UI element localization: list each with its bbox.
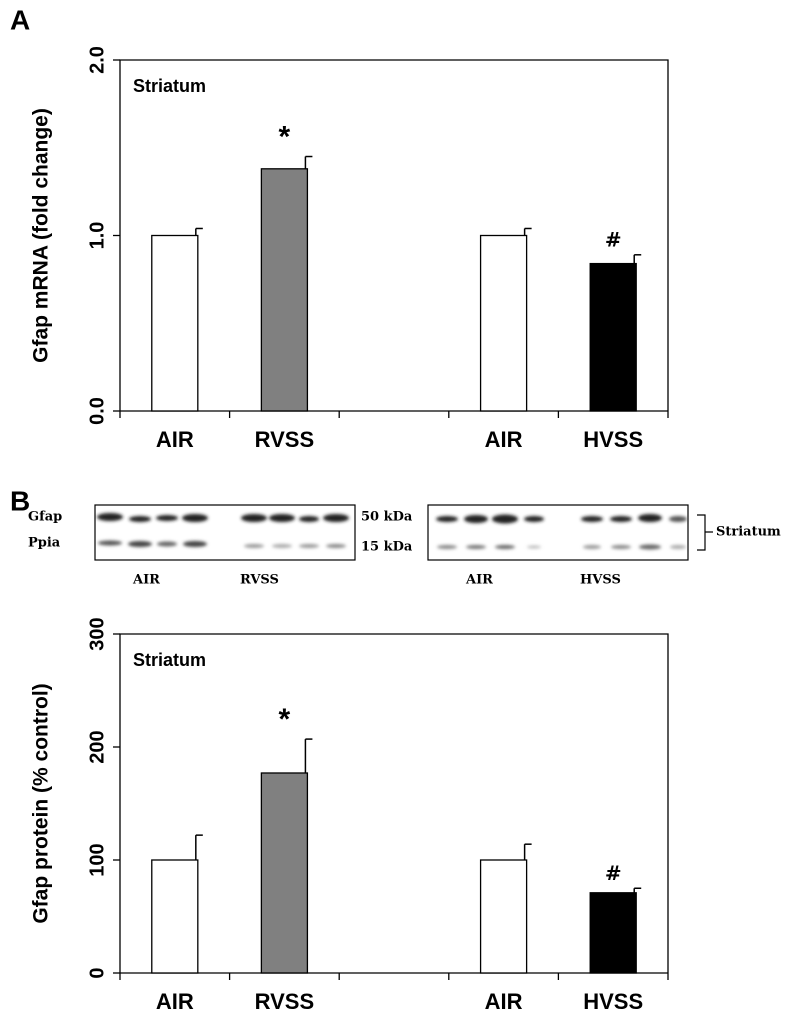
x-tick-label: AIR xyxy=(156,427,194,452)
blot-bracket xyxy=(697,514,713,551)
blot-group-label: AIR xyxy=(132,573,160,588)
bar xyxy=(151,859,199,974)
blot-size-label: 50 kDa xyxy=(361,510,413,525)
blot-frame xyxy=(94,504,356,561)
y-tick-label: 100 xyxy=(86,843,108,876)
western-blot: Gfap Ppia 50 kDa 15 kDa AIR RVSS AIR HVS… xyxy=(28,504,781,588)
x-tick-label: AIR xyxy=(485,427,523,452)
blot-region-label: Striatum xyxy=(716,525,781,540)
bar xyxy=(479,234,528,412)
significance-marker: # xyxy=(605,861,622,885)
blot-frame xyxy=(427,504,689,561)
x-tick-label: HVSS xyxy=(583,989,643,1014)
blot-group-label: RVSS xyxy=(240,573,279,588)
y-axis-title: Gfap protein (% control) xyxy=(30,683,53,923)
panel-label: A xyxy=(10,4,30,35)
blot-bands xyxy=(97,513,687,550)
plot-frame xyxy=(119,59,669,411)
blot-row-label: Gfap xyxy=(28,510,62,525)
x-tick-label: HVSS xyxy=(583,427,643,452)
y-tick-label: 2.0 xyxy=(86,46,108,74)
bar xyxy=(260,168,309,412)
bar xyxy=(479,859,528,974)
significance-marker: * xyxy=(279,120,291,153)
bar xyxy=(589,262,637,412)
bar xyxy=(260,772,309,974)
y-tick-label: 200 xyxy=(86,730,108,763)
significance-marker: * xyxy=(279,703,291,736)
blot-group-label: AIR xyxy=(465,573,493,588)
y-tick-label: 0 xyxy=(86,967,108,978)
blot-size-label: 15 kDa xyxy=(361,540,413,555)
bar xyxy=(151,234,199,412)
plot-frame xyxy=(119,633,669,973)
y-tick-label: 300 xyxy=(86,617,108,650)
y-tick-label: 0.0 xyxy=(86,397,108,425)
x-tick-label: RVSS xyxy=(255,989,315,1014)
y-axis-title: Gfap mRNA (fold change) xyxy=(30,108,53,363)
x-tick-label: AIR xyxy=(156,989,194,1014)
significance-marker: # xyxy=(605,227,622,251)
x-tick-label: AIR xyxy=(485,989,523,1014)
bar xyxy=(589,892,637,974)
blot-group-label: HVSS xyxy=(580,573,621,588)
blot-row-label: Ppia xyxy=(28,536,61,551)
x-tick-label: RVSS xyxy=(255,427,315,452)
y-tick-label: 1.0 xyxy=(86,222,108,250)
inner-label: Striatum xyxy=(133,650,206,670)
inner-label: Striatum xyxy=(133,76,206,96)
panel-label: B xyxy=(10,485,30,516)
